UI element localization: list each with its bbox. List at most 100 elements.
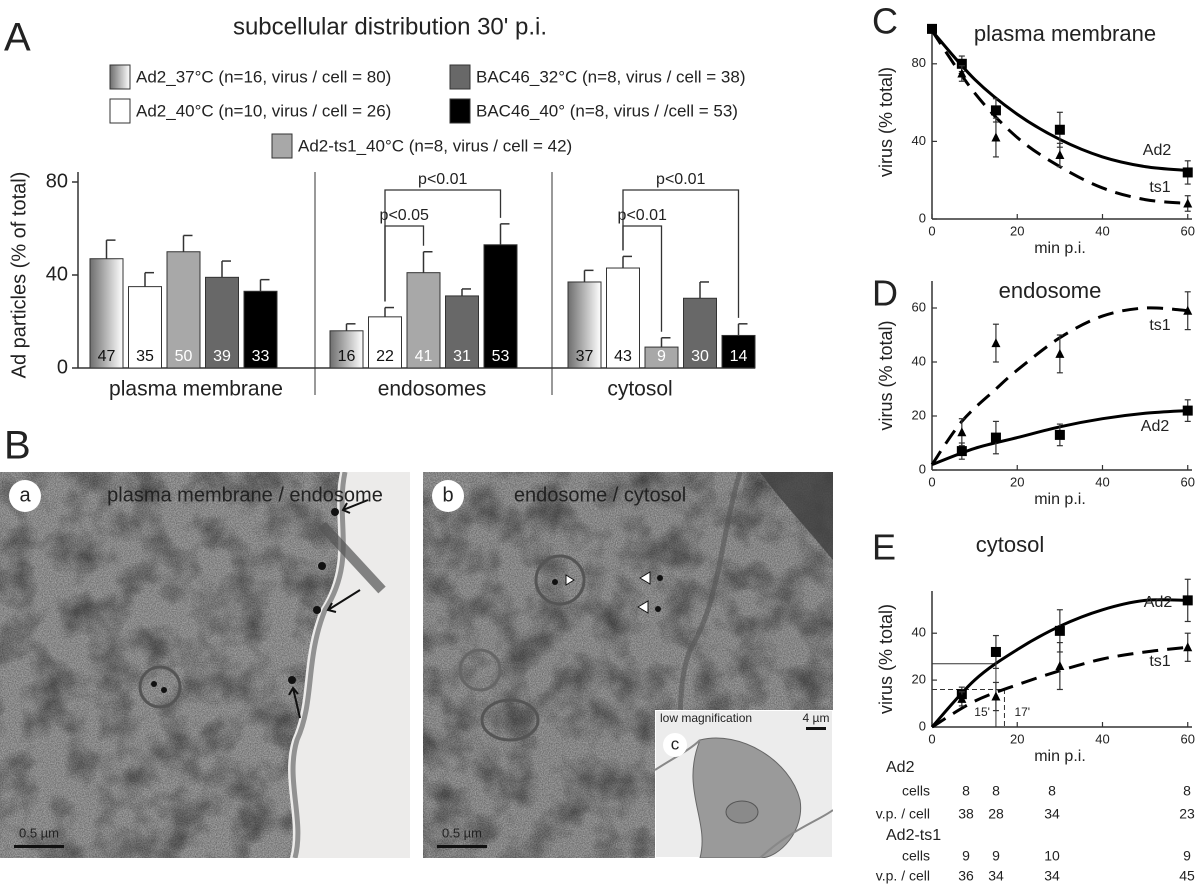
label-circle (9, 480, 41, 512)
panel-letter: E (872, 527, 896, 568)
bar (166, 251, 201, 369)
y-axis-label: virus (% total) (876, 67, 896, 177)
table-cell: 8 (1183, 783, 1191, 799)
y-tick-label: 20 (912, 672, 926, 687)
value-label: 53 (492, 348, 510, 365)
scale-label: 0.5 µm (19, 825, 59, 840)
y-tick-label: 80 (46, 170, 68, 192)
x-tick-label: 20 (1010, 474, 1024, 489)
data-point (1055, 661, 1065, 671)
legend-label: Ad2_37°C (n=16, virus / cell = 80) (136, 67, 391, 86)
label-circle (432, 480, 464, 512)
data-point (957, 693, 967, 703)
y-tick-label: 0 (919, 461, 926, 476)
scale-bar (806, 727, 826, 730)
bar (445, 295, 479, 369)
bar (606, 267, 640, 369)
category-label: cytosol (607, 378, 672, 401)
table-cell: 34 (988, 868, 1004, 884)
vesicle (480, 698, 540, 742)
chart-title: subcellular distribution 30' p.i. (233, 13, 547, 40)
arrowheads (565, 571, 651, 614)
data-point (1183, 198, 1193, 208)
data-point (991, 132, 1001, 142)
significance-bracket (384, 225, 425, 302)
particle (288, 676, 296, 684)
table-cell: 8 (1048, 783, 1056, 799)
particle (331, 508, 339, 516)
value-label: 35 (136, 348, 154, 365)
x-tick-label: 40 (1095, 223, 1109, 238)
bar (483, 244, 518, 369)
scale-bar (437, 845, 487, 848)
x-tick-label: 60 (1181, 474, 1195, 489)
bar (243, 290, 278, 369)
data-point (1054, 429, 1065, 440)
data-point (1055, 149, 1065, 159)
curve-label: ts1 (1149, 653, 1170, 670)
bar (368, 316, 402, 369)
membrane (290, 472, 348, 858)
data-point (957, 68, 967, 78)
particle (655, 606, 661, 612)
x-tick-label: 20 (1010, 223, 1024, 238)
micrograph-caption: endosome / cytosol (514, 484, 686, 506)
bar (329, 330, 364, 369)
legend-swatch (271, 133, 293, 159)
value-label: 43 (614, 348, 632, 365)
data-point (927, 23, 937, 34)
table-cell: 8 (992, 783, 1000, 799)
scale-label: 0.5 µm (442, 825, 482, 840)
table-cell: 36 (958, 868, 974, 884)
membrane-fold (318, 521, 386, 594)
guide-label: 17' (1014, 705, 1030, 719)
table-cell: 10 (1044, 848, 1060, 864)
table-row-label: v.p. / cell (876, 868, 930, 884)
significance-label: p<0.01 (418, 171, 467, 188)
x-tick-label: 0 (928, 731, 935, 746)
data-point (1055, 348, 1065, 358)
y-axis-label: virus (% total) (876, 320, 896, 430)
data-point (956, 446, 967, 457)
bar (205, 276, 239, 369)
micrograph-a (0, 472, 410, 858)
guide-label: 15' (974, 705, 990, 719)
value-label: 31 (453, 348, 471, 365)
x-axis-label: min p.i. (1034, 240, 1086, 257)
significance-bracket (622, 189, 740, 318)
x-tick-label: 40 (1095, 731, 1109, 746)
x-tick-label: 0 (928, 223, 935, 238)
y-axis-label: Ad particles (% of total) (8, 172, 30, 379)
data-point (1183, 642, 1193, 652)
bar (128, 286, 162, 369)
y-tick-label: 0 (919, 210, 926, 225)
table-cell: 34 (1044, 868, 1060, 884)
value-label: 33 (252, 348, 270, 365)
y-tick-label: 40 (912, 133, 926, 148)
table-group: Ad2-ts1 (886, 827, 941, 844)
bar (567, 281, 602, 369)
data-point (991, 338, 1001, 348)
vesicle (458, 648, 502, 692)
chart-title: plasma membrane (974, 21, 1156, 46)
panel-letter: B (4, 424, 31, 468)
particle (313, 606, 321, 614)
y-axis-label: virus (% total) (876, 604, 896, 714)
value-label: 41 (415, 348, 433, 365)
extracellular-space (288, 472, 410, 858)
bar (89, 258, 124, 369)
legend-swatch (449, 64, 471, 90)
value-label: 16 (338, 348, 356, 365)
x-tick-label: 0 (928, 474, 935, 489)
curve-label: Ad2 (1141, 418, 1170, 435)
data-point (1182, 595, 1193, 606)
table-row-label: cells (902, 848, 930, 864)
significance-bracket (622, 225, 663, 332)
bar (721, 334, 756, 369)
value-label: 14 (730, 348, 748, 365)
y-tick-label: 40 (912, 625, 926, 640)
y-tick-label: 60 (912, 299, 926, 314)
particle (151, 681, 157, 687)
legend-label: BAC46_32°C (n=8, virus / cell = 38) (476, 67, 746, 86)
